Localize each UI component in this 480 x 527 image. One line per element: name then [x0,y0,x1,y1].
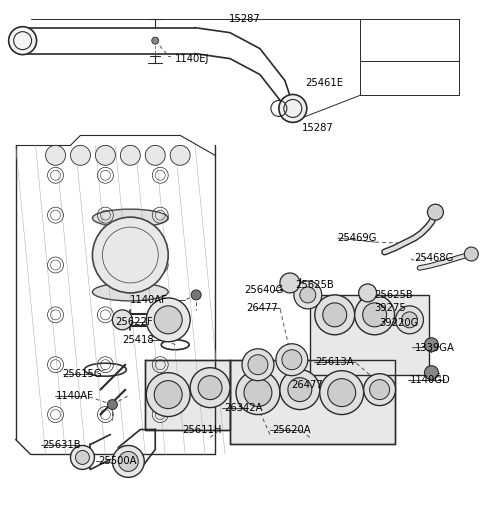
Bar [230,360,395,444]
Circle shape [363,303,386,327]
Text: 26477: 26477 [291,379,323,389]
Text: 25461E: 25461E [305,77,343,87]
Circle shape [170,145,190,165]
Circle shape [112,310,132,330]
Circle shape [93,217,168,293]
Text: 25625B: 25625B [374,290,413,300]
Circle shape [370,379,390,399]
Text: 15287: 15287 [229,14,261,24]
Text: 25613A: 25613A [315,357,353,367]
Circle shape [364,374,396,406]
Circle shape [154,380,182,408]
Circle shape [424,366,438,379]
Circle shape [288,378,312,402]
Circle shape [46,145,65,165]
Circle shape [282,350,302,370]
Circle shape [280,273,300,293]
Circle shape [198,376,222,399]
Text: 1140AF: 1140AF [130,295,168,305]
Circle shape [154,306,182,334]
Text: 26477: 26477 [246,303,278,313]
Circle shape [424,338,438,352]
Circle shape [120,145,140,165]
Circle shape [355,295,395,335]
Text: 25611H: 25611H [182,425,222,435]
Text: 25640G: 25640G [244,285,283,295]
Circle shape [190,368,230,407]
Text: 26342A: 26342A [224,403,263,413]
Text: 1140EJ: 1140EJ [175,54,210,64]
Text: 25500A: 25500A [98,456,137,466]
Text: 25469G: 25469G [338,233,377,243]
Text: 15287: 15287 [302,123,334,133]
Circle shape [328,379,356,407]
Circle shape [276,344,308,376]
Text: 39275: 39275 [374,303,407,313]
Ellipse shape [93,283,168,301]
Text: 25468G: 25468G [415,253,454,263]
Circle shape [300,287,316,303]
Circle shape [279,94,307,122]
Circle shape [396,306,423,334]
Bar [145,360,230,430]
Circle shape [75,451,89,464]
Circle shape [248,355,268,375]
Circle shape [320,370,364,415]
Circle shape [323,303,347,327]
Circle shape [244,379,272,407]
Circle shape [96,145,115,165]
Circle shape [152,37,159,44]
Text: 25418: 25418 [122,335,154,345]
Text: 25625B: 25625B [295,280,334,290]
Ellipse shape [93,209,168,227]
Circle shape [146,298,190,342]
Text: 1140AF: 1140AF [56,391,94,401]
Circle shape [315,295,355,335]
Circle shape [428,204,444,220]
Circle shape [359,284,377,302]
Circle shape [119,452,138,471]
Circle shape [108,399,117,409]
Circle shape [9,27,36,55]
Text: 1339GA: 1339GA [415,343,455,353]
Bar [310,295,430,375]
Circle shape [236,370,280,415]
Circle shape [294,281,322,309]
Circle shape [146,373,190,416]
Text: 25615G: 25615G [62,369,102,379]
Circle shape [464,247,478,261]
Circle shape [242,349,274,380]
Circle shape [191,290,201,300]
Text: 39220G: 39220G [380,318,419,328]
Text: 1140GD: 1140GD [409,375,450,385]
Circle shape [145,145,165,165]
Circle shape [280,370,320,409]
Text: 25631B: 25631B [43,441,81,451]
Circle shape [402,312,418,328]
Circle shape [71,445,95,470]
Circle shape [71,145,90,165]
Text: 25622F: 25622F [115,317,153,327]
Text: 25620A: 25620A [272,425,311,435]
Circle shape [112,445,144,477]
